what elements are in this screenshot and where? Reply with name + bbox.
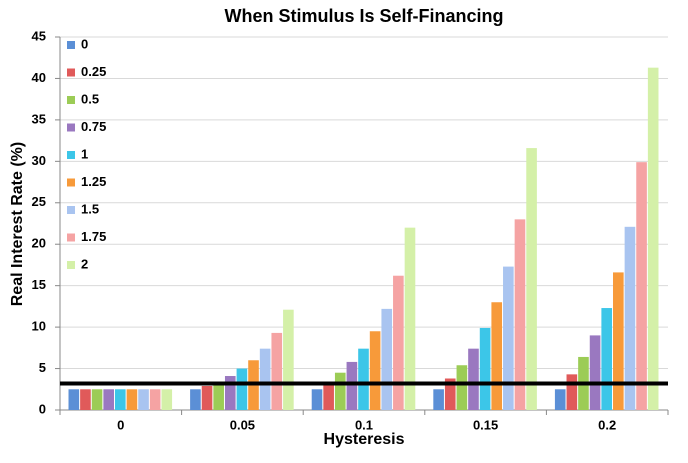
y-tick-label: 25 (32, 194, 46, 209)
legend-label: 0 (81, 36, 88, 51)
legend-label: 1.75 (81, 229, 106, 244)
legend-label: 1.25 (81, 174, 106, 189)
bar (68, 389, 80, 410)
bar (526, 148, 537, 410)
bar (601, 308, 613, 410)
legend-swatch (67, 151, 75, 159)
bar (369, 331, 381, 410)
bar (138, 389, 149, 410)
bar (103, 389, 114, 410)
bar (358, 348, 369, 410)
legend-swatch (67, 68, 75, 77)
y-tick-label: 45 (32, 28, 46, 43)
bar (514, 219, 526, 410)
x-tick-label: 0.15 (473, 417, 498, 432)
bar (114, 389, 126, 410)
y-tick-label: 20 (32, 236, 46, 251)
legend-swatch (67, 206, 75, 214)
bar (503, 266, 514, 410)
bar (613, 272, 624, 410)
legend-label: 0.25 (81, 64, 106, 79)
bar (283, 309, 294, 410)
legend-swatch (67, 123, 75, 132)
x-axis-label: Hysteresis (324, 431, 405, 448)
bar (404, 227, 416, 410)
bar (468, 348, 479, 410)
bar (636, 162, 647, 410)
bar (334, 372, 346, 410)
legend-label: 1.5 (81, 201, 99, 216)
bar (91, 389, 103, 410)
bar (346, 361, 358, 410)
legend-swatch (67, 178, 75, 187)
bar (259, 348, 271, 410)
bar (479, 327, 491, 410)
bar (126, 389, 138, 410)
x-tick-label: 0 (117, 417, 124, 432)
y-tick-label: 15 (32, 277, 46, 292)
bar (491, 302, 503, 410)
bar (381, 308, 393, 410)
y-tick-label: 10 (32, 319, 46, 334)
x-tick-label: 0.2 (598, 417, 616, 432)
y-tick-label: 5 (39, 360, 46, 375)
bar (554, 389, 566, 410)
y-tick-label: 0 (39, 401, 46, 416)
legend-swatch (67, 41, 75, 49)
legend-swatch (67, 233, 75, 242)
bar (624, 226, 636, 410)
bar (323, 385, 334, 410)
y-axis-label: Real Interest Rate (%) (9, 142, 26, 307)
bar (213, 383, 224, 410)
legend-label: 2 (81, 256, 88, 271)
bar (190, 389, 201, 410)
legend-label: 0.5 (81, 91, 99, 106)
x-tick-label: 0.1 (355, 417, 373, 432)
chart-title: When Stimulus Is Self-Financing (224, 6, 503, 26)
bar (589, 335, 601, 410)
bar (393, 275, 404, 410)
legend-label: 0.75 (81, 119, 106, 134)
bar (456, 365, 468, 410)
bar (149, 389, 161, 410)
y-tick-label: 30 (32, 153, 46, 168)
bar (271, 332, 283, 410)
bar (236, 368, 248, 410)
bar (444, 378, 456, 410)
bar (80, 389, 91, 410)
bar (224, 376, 236, 410)
legend-label: 1 (81, 146, 88, 161)
bar (647, 67, 659, 411)
bar (201, 385, 213, 410)
bar (433, 389, 444, 410)
y-tick-label: 40 (32, 70, 46, 85)
y-tick-label: 35 (32, 111, 46, 126)
bar (161, 389, 173, 410)
legend-swatch (67, 261, 75, 269)
bar (311, 389, 323, 410)
legend-swatch (67, 96, 75, 104)
bar (566, 374, 578, 410)
x-tick-label: 0.05 (230, 417, 255, 432)
